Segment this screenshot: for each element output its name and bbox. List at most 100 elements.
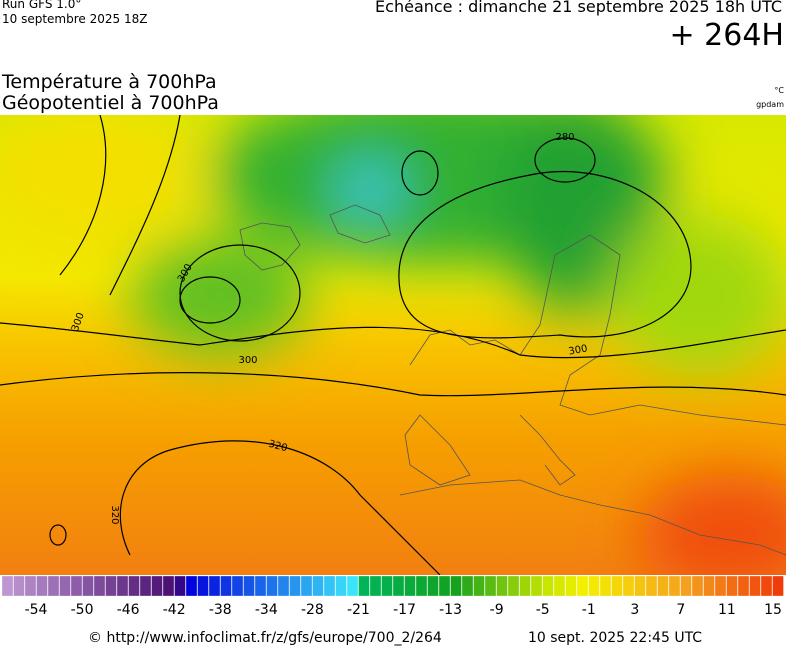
colorbar-swatch [208, 575, 221, 597]
colorbar-swatch [381, 575, 393, 597]
colorbar-swatch [645, 575, 658, 597]
colorbar-swatch [243, 575, 255, 597]
colorbar-swatch [70, 575, 83, 597]
colorbar-swatch [519, 575, 531, 597]
colorbar-swatch [415, 575, 428, 597]
colorbar-swatch [151, 575, 163, 597]
colorbar-swatch [266, 575, 278, 597]
colorbar-swatch [139, 575, 152, 597]
geo-unit: gpdam [756, 100, 784, 109]
colorbar-swatch [59, 575, 71, 597]
colorbar-swatch [277, 575, 290, 597]
colorbar-label: -54 [25, 602, 48, 618]
colorbar-swatch [1, 575, 14, 597]
colorbar-swatch [36, 575, 48, 597]
colorbar-swatch [542, 575, 554, 597]
colorbar-swatch [634, 575, 646, 597]
colorbar-swatch [162, 575, 175, 597]
colorbar-swatch [622, 575, 635, 597]
colorbar-swatch [93, 575, 106, 597]
colorbar-swatch [714, 575, 727, 597]
colorbar-swatch [24, 575, 37, 597]
colorbar-label: -28 [301, 602, 324, 618]
valid-time: Echéance : dimanche 21 septembre 2025 18… [375, 0, 782, 16]
colorbar-swatch [496, 575, 508, 597]
colorbar-swatch [174, 575, 186, 597]
colorbar-swatch [772, 575, 784, 597]
colorbar-swatch [703, 575, 715, 597]
colorbar-swatch [450, 575, 462, 597]
colorbar-swatch [254, 575, 267, 597]
colorbar-label: -34 [255, 602, 278, 618]
colorbar-swatch [82, 575, 94, 597]
colorbar-swatch [427, 575, 439, 597]
colorbar-swatch [13, 575, 25, 597]
colorbar-swatch [300, 575, 313, 597]
colorbar-swatch [105, 575, 117, 597]
footer-url: © http://www.infoclimat.fr/z/gfs/europe/… [88, 630, 442, 646]
contours [0, 115, 786, 575]
colorbar-label: -5 [536, 602, 550, 618]
colorbar-swatch [576, 575, 589, 597]
colorbar-label: -17 [393, 602, 416, 618]
temperature-shading [0, 115, 786, 575]
colorbar-label: -42 [163, 602, 186, 618]
colorbar-swatch [668, 575, 681, 597]
colorbar-swatch [128, 575, 140, 597]
colorbar-swatch [530, 575, 543, 597]
contour-label: 280 [555, 132, 574, 143]
colorbar-swatch [392, 575, 405, 597]
colorbar-label: -21 [347, 602, 370, 618]
colorbar-label: 3 [630, 602, 639, 618]
colorbar-label: -38 [209, 602, 232, 618]
colorbar-swatch [726, 575, 738, 597]
colorbar-swatch [323, 575, 336, 597]
colorbar-swatch [312, 575, 324, 597]
colorbar-swatch [358, 575, 370, 597]
colorbar-swatch [346, 575, 359, 597]
title-geopotential: Géopotentiel à 700hPa [2, 92, 219, 114]
run-date: 10 septembre 2025 18Z [2, 12, 148, 26]
colorbar-swatch [47, 575, 60, 597]
colorbar-swatch [657, 575, 669, 597]
colorbar-swatch [484, 575, 497, 597]
colorbar-swatch [369, 575, 382, 597]
colorbar-label: -13 [439, 602, 462, 618]
footer-generated: 10 sept. 2025 22:45 UTC [528, 630, 703, 646]
contour-label: 320 [109, 505, 120, 524]
colorbar-label: -1 [582, 602, 596, 618]
colorbar-swatch [197, 575, 209, 597]
colorbar-swatch [749, 575, 761, 597]
run-label: Run GFS 1.0° [2, 0, 82, 11]
contour-label: 300 [238, 355, 257, 366]
colorbar-swatch [231, 575, 244, 597]
colorbar-swatch [185, 575, 198, 597]
colorbar-swatch [289, 575, 301, 597]
colorbar-swatch [691, 575, 704, 597]
contour-label: 300 [568, 343, 589, 357]
temp-unit: °C [774, 86, 784, 95]
colorbar-swatch [473, 575, 485, 597]
colorbar-swatch [461, 575, 474, 597]
lead-time: + 264H [669, 18, 785, 53]
colorbar-swatch [599, 575, 612, 597]
coastlines [239, 204, 786, 556]
colorbar-swatch [680, 575, 692, 597]
colorbar-swatch [116, 575, 129, 597]
title-temperature: Température à 700hPa [2, 71, 217, 93]
colorbar-label: -9 [490, 602, 504, 618]
colorbar-swatch [438, 575, 451, 597]
colorbar-label: 7 [676, 602, 685, 618]
colorbar: -54 -50 -46 -42 -38 -34 -28 -21 -17 -13 -9 -5 -1 3 7 11… [1, 575, 784, 618]
colorbar-label: -46 [117, 602, 140, 618]
colorbar-swatch [588, 575, 600, 597]
colorbar-swatch [611, 575, 623, 597]
colorbar-swatch [335, 575, 347, 597]
colorbar-swatch [565, 575, 577, 597]
colorbar-swatch [760, 575, 773, 597]
colorbar-label: 11 [718, 602, 736, 618]
colorbar-swatch [553, 575, 566, 597]
colorbar-swatch [507, 575, 520, 597]
